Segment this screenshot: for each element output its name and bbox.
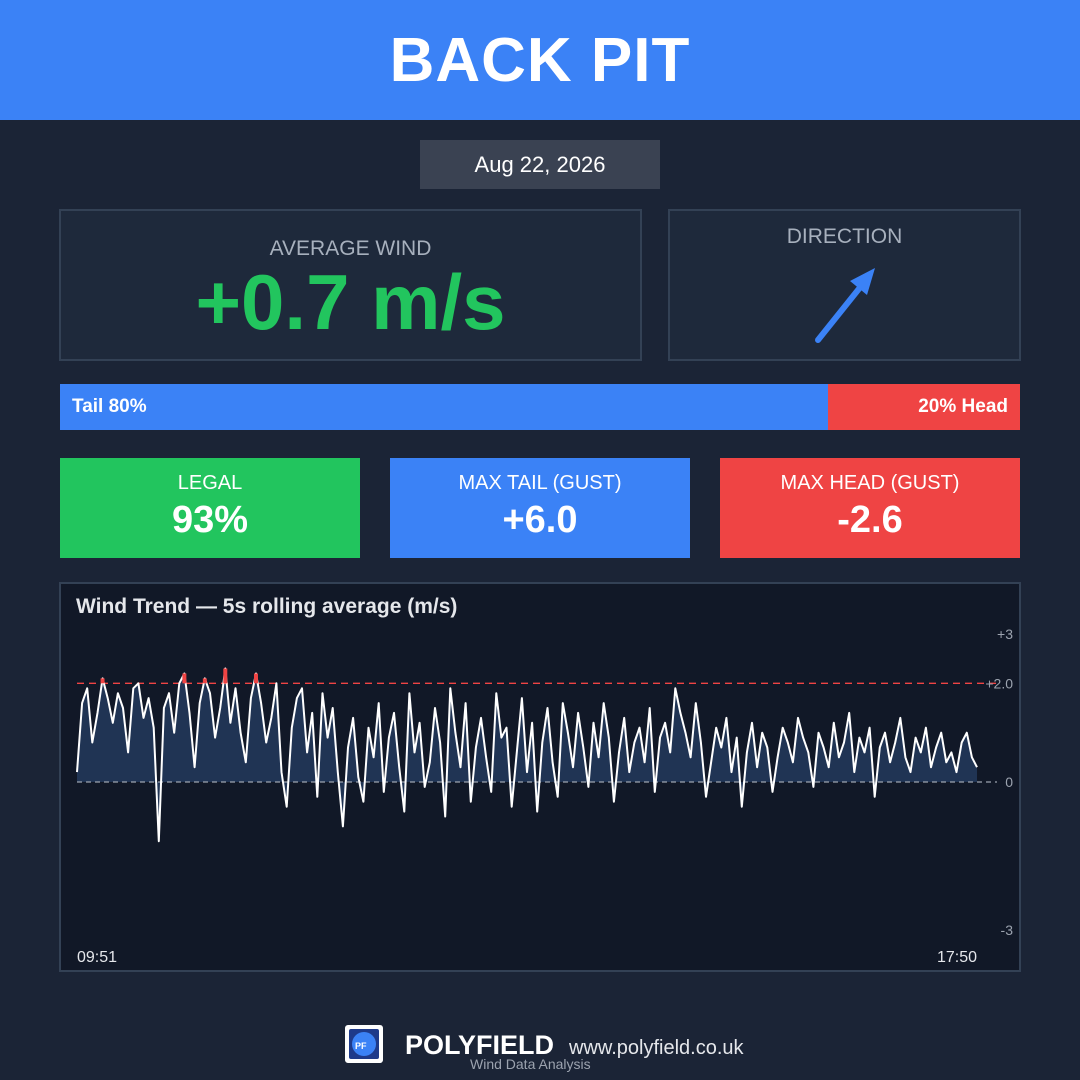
y-tick-label: 0 — [1005, 774, 1013, 790]
wind-trend-chart: Wind Trend — 5s rolling average (m/s) +3… — [59, 582, 1021, 972]
y-tick-label: -3 — [1001, 922, 1014, 938]
average-wind-panel: AVERAGE WIND +0.7 m/s — [59, 209, 642, 361]
max-head-stat-card: MAX HEAD (GUST) -2.6 — [720, 458, 1020, 558]
arrow-up-right-icon — [815, 268, 875, 343]
polyfield-logo: PF — [345, 1025, 383, 1063]
chart-canvas: +3 +2.0 0 -3 09:51 17:50 — [76, 626, 1014, 966]
head-segment: 20% Head — [828, 384, 1020, 430]
y-tick-label: +2.0 — [985, 675, 1013, 691]
chart-title: Wind Trend — 5s rolling average (m/s) — [76, 595, 458, 618]
average-wind-value: +0.7 m/s — [195, 258, 506, 346]
date-display: Aug 22, 2026 — [420, 140, 660, 189]
page-title: BACK PIT — [389, 25, 691, 95]
max-tail-value: +6.0 — [502, 499, 578, 541]
max-head-label: MAX HEAD (GUST) — [780, 472, 960, 494]
series-area — [77, 668, 977, 842]
x-end-label: 17:50 — [937, 949, 977, 966]
max-tail-label: MAX TAIL (GUST) — [458, 472, 622, 494]
brand-name: POLYFIELD — [405, 1030, 555, 1060]
series-line — [76, 667, 978, 843]
x-start-label: 09:51 — [77, 949, 117, 966]
tagline: Wind Data Analysis — [470, 1056, 591, 1072]
legal-stat-card: LEGAL 93% — [60, 458, 360, 558]
logo-text: PF — [355, 1041, 367, 1051]
direction-label: DIRECTION — [786, 225, 903, 248]
legal-value: 93% — [171, 499, 249, 541]
legal-label: LEGAL — [177, 472, 243, 494]
y-tick-label: +3 — [997, 626, 1013, 642]
tail-segment: Tail 80% — [60, 384, 828, 430]
website-link[interactable]: www.polyfield.co.uk — [569, 1037, 744, 1059]
direction-panel: DIRECTION — [668, 209, 1021, 361]
tail-head-split-bar: Tail 80% 20% Head — [60, 384, 1020, 430]
header-bar: BACK PIT — [0, 0, 1080, 120]
max-tail-stat-card: MAX TAIL (GUST) +6.0 — [390, 458, 690, 558]
average-wind-label: AVERAGE WIND — [269, 237, 432, 260]
max-head-value: -2.6 — [837, 499, 903, 541]
footer: PF POLYFIELD www.polyfield.co.uk Wind Da… — [0, 1020, 1080, 1080]
